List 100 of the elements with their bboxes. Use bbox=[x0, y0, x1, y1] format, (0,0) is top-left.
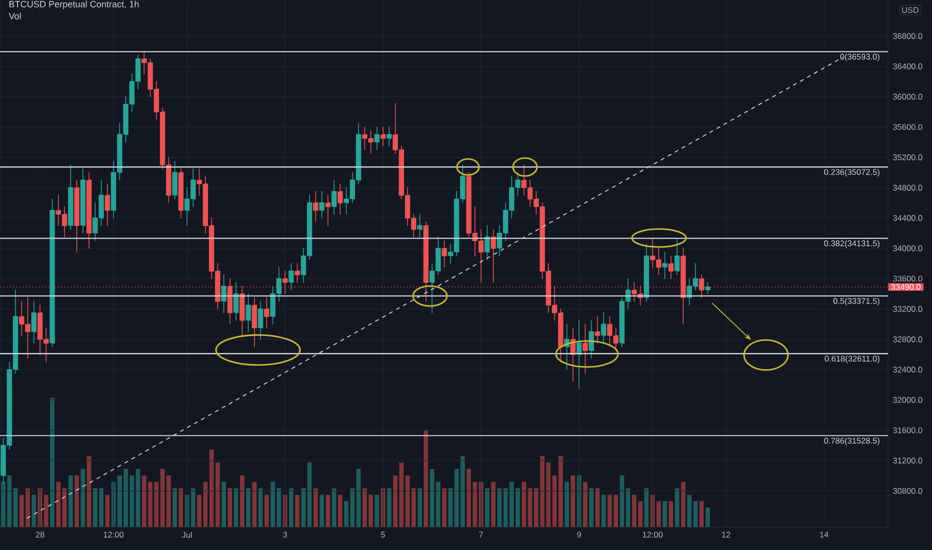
bar bbox=[424, 430, 428, 527]
bar bbox=[674, 488, 680, 527]
bar bbox=[497, 488, 502, 527]
bar bbox=[320, 494, 324, 527]
bar bbox=[56, 482, 61, 527]
y-tick-label: 36800.0 bbox=[893, 33, 922, 39]
x-tick-label: 28 bbox=[36, 532, 44, 538]
y-tick-label: 34400.0 bbox=[893, 215, 922, 221]
bar bbox=[564, 482, 570, 527]
y-tick-label: 34000.0 bbox=[893, 245, 922, 252]
bar bbox=[172, 488, 177, 527]
candlestick bbox=[692, 263, 698, 290]
y-tick-label: 32800.0 bbox=[893, 336, 922, 342]
x-tick-label: 5 bbox=[381, 532, 385, 538]
x-tick-label: 7 bbox=[479, 532, 483, 538]
candlestick bbox=[258, 300, 264, 340]
ref-line-label: 0.786(31528.5) bbox=[824, 438, 880, 446]
bar bbox=[80, 468, 86, 527]
ref-line-label: 0.236(35072.5) bbox=[824, 168, 880, 177]
bar bbox=[687, 494, 692, 527]
chart-title: BTCUSD Perpetual Contract, 1h bbox=[9, 0, 139, 10]
candlestick bbox=[674, 238, 680, 276]
x-tick-label: 3 bbox=[283, 532, 287, 538]
bar bbox=[338, 494, 342, 527]
y-tick-label: 32400.0 bbox=[893, 366, 922, 373]
bar bbox=[295, 494, 300, 527]
bar bbox=[356, 468, 361, 527]
candlestick bbox=[282, 270, 288, 294]
bar bbox=[522, 482, 526, 527]
bar bbox=[92, 488, 98, 527]
bar bbox=[706, 508, 710, 527]
ref-line-label: 0(36593.0) bbox=[840, 54, 880, 62]
ref-line-label: 0.382(34131.5) bbox=[824, 240, 880, 248]
y-tick-label: 30800.0 bbox=[893, 488, 922, 494]
chart-title: Vol bbox=[8, 12, 21, 20]
bar bbox=[264, 494, 269, 527]
y-tick-label: 32000.0 bbox=[893, 397, 922, 403]
y-tick-label: 33200.0 bbox=[893, 306, 922, 312]
bar bbox=[178, 488, 184, 527]
ref-line-label: 0.618(32611.0) bbox=[824, 355, 880, 364]
bar bbox=[589, 488, 594, 527]
bar bbox=[601, 494, 606, 527]
bar bbox=[374, 494, 380, 527]
bar bbox=[595, 488, 600, 527]
candlestick bbox=[31, 300, 36, 344]
candlestick bbox=[644, 244, 650, 302]
bar bbox=[491, 482, 496, 527]
candlestick bbox=[594, 316, 600, 344]
x-tick-label: 12:00 bbox=[104, 532, 124, 538]
candlestick bbox=[325, 194, 331, 226]
bar bbox=[484, 488, 490, 527]
bar bbox=[681, 482, 686, 527]
candlestick bbox=[380, 126, 386, 146]
candlestick bbox=[233, 282, 239, 321]
bar bbox=[332, 488, 336, 527]
bar bbox=[68, 475, 73, 527]
bar bbox=[105, 494, 110, 527]
y-tick-label: 31200.0 bbox=[893, 458, 922, 464]
bar bbox=[215, 462, 220, 527]
bar bbox=[50, 398, 54, 527]
bar bbox=[252, 482, 257, 527]
y-tick-label: 33600.0 bbox=[893, 276, 922, 282]
candlestick bbox=[374, 126, 380, 150]
candlestick bbox=[68, 164, 74, 230]
bar bbox=[74, 475, 79, 527]
candlestick bbox=[386, 126, 392, 146]
y-tick-label: 31600.0 bbox=[893, 427, 922, 434]
bar bbox=[582, 482, 588, 527]
bar bbox=[288, 488, 294, 527]
bar bbox=[570, 475, 576, 527]
candlestick bbox=[288, 263, 294, 290]
bar bbox=[448, 488, 453, 527]
bar bbox=[644, 488, 649, 527]
candlestick bbox=[246, 293, 251, 332]
ref-line-label: 33490.0 bbox=[891, 284, 920, 290]
bar bbox=[662, 501, 668, 527]
candlestick bbox=[417, 214, 422, 238]
bar bbox=[240, 475, 244, 527]
x-tick-label: 12:00 bbox=[642, 532, 663, 538]
bar bbox=[32, 494, 36, 527]
x-tick-label: 9 bbox=[577, 532, 581, 538]
y-tick-label: 35600.0 bbox=[893, 124, 922, 130]
y-tick-label: 36400.0 bbox=[893, 63, 922, 70]
bar bbox=[326, 494, 330, 527]
candlestick bbox=[221, 274, 226, 314]
text: USD bbox=[902, 7, 919, 13]
candlestick bbox=[588, 320, 594, 359]
candlestick bbox=[44, 328, 49, 362]
candlestick bbox=[80, 168, 86, 234]
bar bbox=[386, 488, 392, 527]
candlestick bbox=[319, 191, 324, 218]
x-tick-label: Jul bbox=[182, 532, 192, 538]
candlestick bbox=[50, 198, 55, 348]
bar bbox=[442, 488, 447, 527]
candlestick bbox=[172, 160, 178, 200]
x-tick-label: 12 bbox=[722, 532, 730, 538]
candlestick bbox=[705, 282, 710, 294]
bar bbox=[516, 488, 520, 527]
candlestick bbox=[331, 180, 337, 215]
candlestick bbox=[600, 312, 606, 344]
